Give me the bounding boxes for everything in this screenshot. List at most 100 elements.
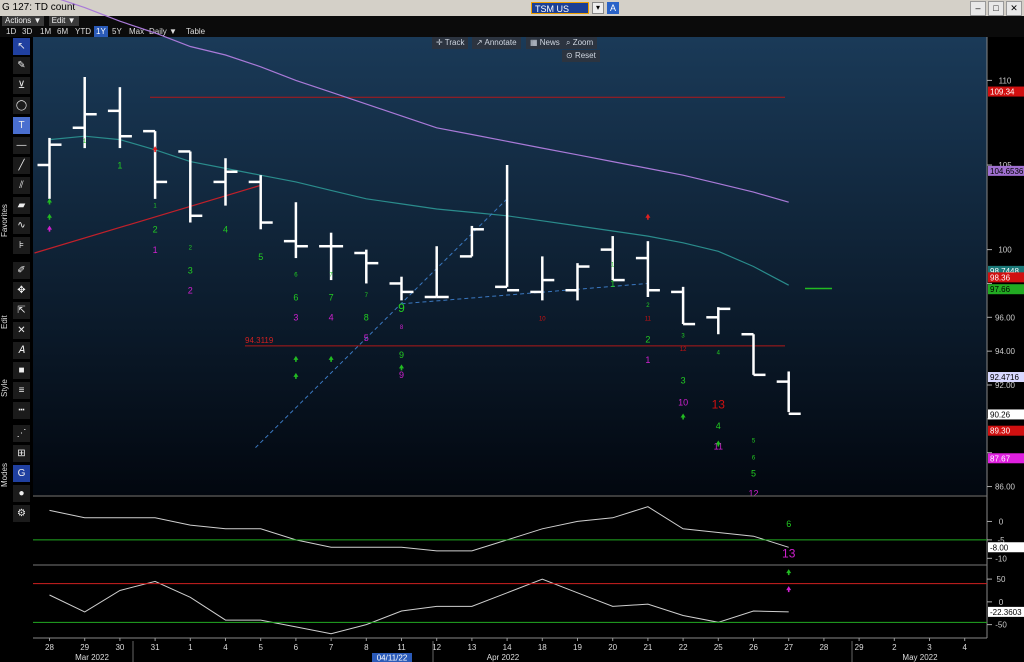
time-axis: 28 29 30 31 1 4 5 6 7 8 11 12 13 14 18 19 20 21 22 25 26 27 28… <box>33 637 987 662</box>
period-1d[interactable]: 1D <box>6 27 17 36</box>
td-count: 13 <box>712 398 726 412</box>
ohlc-bar <box>72 77 97 149</box>
green-up-arrow-icon <box>786 569 792 576</box>
osc2-tick-label: -50 <box>995 621 1007 630</box>
price-badge-bg <box>988 86 1024 97</box>
text-tool-icon[interactable]: T <box>13 117 30 134</box>
pencil-tool-icon[interactable]: ✎ <box>13 57 30 74</box>
price-badge-label: 98.7448 <box>990 267 1019 276</box>
frequency-select[interactable]: Daily ▼ <box>149 27 177 36</box>
month-label: May 2022 <box>902 653 938 662</box>
dotted-mode-icon[interactable]: ⋰ <box>13 425 30 442</box>
delete-tool-icon[interactable]: ✕ <box>13 322 30 339</box>
ellipse-tool-icon[interactable]: ◯ <box>13 97 30 114</box>
line-weight-icon[interactable]: ≡ <box>13 382 30 399</box>
period-1y[interactable]: 1Y <box>94 26 108 37</box>
ohlc-bar <box>635 241 660 297</box>
period-max[interactable]: Max <box>129 27 145 36</box>
osc2-tick-label: 50 <box>997 575 1006 584</box>
reset-button[interactable]: ⊙ Reset <box>562 50 600 62</box>
td-count: 3 <box>681 334 685 340</box>
reset-label: Reset <box>574 51 596 60</box>
price-badge-bg <box>988 372 1024 383</box>
time-tick-label: 20 <box>608 643 617 652</box>
td-count: 1 <box>117 160 122 170</box>
snap-mode-icon[interactable]: ⊞ <box>13 445 30 462</box>
settings-gear-icon[interactable]: ⚙ <box>13 505 30 522</box>
fib-tool-icon[interactable]: ⊻ <box>13 77 30 94</box>
news-button[interactable]: ▦ News <box>526 37 564 49</box>
price-badge-label: 98.36 <box>990 273 1011 282</box>
polyline-tool-icon[interactable]: ∿ <box>13 217 30 234</box>
close-icon[interactable]: ✕ <box>1006 1 1022 16</box>
date-badge-bg <box>372 653 412 662</box>
time-tick-label: 29 <box>80 643 89 652</box>
time-tick-label: 18 <box>538 643 547 652</box>
style-label: Style <box>0 379 9 397</box>
td-count: 5 <box>751 468 756 478</box>
zoom-button[interactable]: ⌕ Zoom <box>562 37 598 49</box>
magenta-up-arrow-icon <box>786 586 792 593</box>
td-count: 9 <box>399 370 404 380</box>
td-count: 1 <box>153 245 158 255</box>
fill-color-icon[interactable]: ■ <box>13 362 30 379</box>
magnet-mode-icon[interactable]: G <box>13 465 30 482</box>
band-tool-icon[interactable]: ▰ <box>13 197 30 214</box>
red-up-arrow-icon <box>152 146 158 153</box>
td-count: 1 <box>83 139 87 145</box>
td-count: 4 <box>223 225 228 235</box>
ohlc-bar <box>741 332 766 377</box>
price-badge-label: 109.34 <box>990 88 1015 97</box>
td-count: 7 <box>365 293 369 299</box>
color-mode-icon[interactable]: ● <box>13 485 30 502</box>
track-button[interactable]: ✛ Track <box>432 37 469 49</box>
ohlc-bar <box>248 175 273 230</box>
channel-tool-icon[interactable]: ⫽ <box>13 177 30 194</box>
period-3d[interactable]: 3D <box>22 27 33 36</box>
maximize-icon[interactable]: □ <box>988 1 1004 16</box>
period-1m[interactable]: 1M <box>40 27 52 36</box>
price-badge-label: 87.67 <box>990 454 1011 463</box>
window-title: G 127: TD count <box>2 2 76 13</box>
period-6m[interactable]: 6M <box>57 27 69 36</box>
table-button[interactable]: Table <box>186 27 206 36</box>
trendline-tool-icon[interactable]: ╱ <box>13 157 30 174</box>
font-style-icon[interactable]: 𝐴 <box>13 342 30 359</box>
green-up-arrow-icon <box>399 364 404 371</box>
line-style-icon[interactable]: ┅ <box>13 402 30 419</box>
annotate-button[interactable]: ↗ Annotate <box>472 37 521 49</box>
ohlc-bar <box>706 307 731 335</box>
month-label: Apr 2022 <box>487 653 520 662</box>
period-ytd[interactable]: YTD <box>75 27 91 36</box>
actions-menu[interactable]: Actions ▼ <box>2 16 45 26</box>
edit-menu[interactable]: Edit ▼ <box>48 16 79 26</box>
time-tick-label: 11 <box>397 643 406 652</box>
ohlc-bar <box>213 158 238 206</box>
move-tool-icon[interactable]: ✥ <box>13 282 30 299</box>
price-badge-bg <box>988 425 1024 436</box>
pointer-tool-icon[interactable]: ↖ <box>13 38 30 55</box>
osc2-line <box>49 578 789 635</box>
pitchfork-tool-icon[interactable]: ⊧ <box>13 237 30 254</box>
ticker-dropdown-icon[interactable]: ▾ <box>592 2 604 14</box>
edit-pen-icon[interactable]: ✐ <box>13 262 30 279</box>
ohlc-bar <box>565 263 590 301</box>
minimize-icon[interactable]: – <box>970 1 986 16</box>
select-tool-icon[interactable]: ⇱ <box>13 302 30 319</box>
price-tick-label: 86.00 <box>995 483 1016 492</box>
td-count: 9 <box>398 301 405 315</box>
price-badge-label: 92.4716 <box>990 373 1019 382</box>
td-count: 3 <box>681 375 686 385</box>
ticker-a-button[interactable]: A <box>607 2 619 14</box>
hline-tool-icon[interactable]: — <box>13 137 30 154</box>
time-tick-label: 27 <box>784 643 793 652</box>
td-count: 2 <box>188 286 193 296</box>
period-5y[interactable]: 5Y <box>112 27 122 36</box>
td-count: 12 <box>680 347 687 353</box>
price-badge-label: 89.30 <box>990 427 1011 436</box>
favorites-label: Favorites <box>0 204 9 237</box>
td-count: 10 <box>678 397 688 407</box>
td-count: 5 <box>752 439 756 445</box>
td-count: 4 <box>329 313 334 323</box>
